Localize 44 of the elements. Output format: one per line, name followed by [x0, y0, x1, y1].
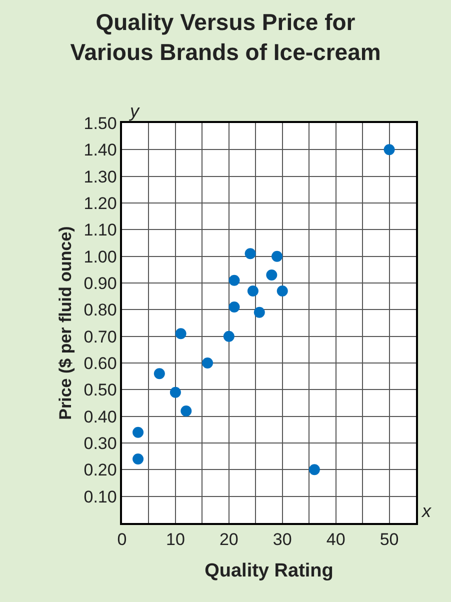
point [223, 330, 234, 342]
x-tick-label: 20 [219, 530, 238, 550]
point [308, 464, 320, 476]
point [132, 454, 144, 464]
point [170, 386, 181, 398]
x-axis-title: Quality Rating [204, 560, 334, 582]
point [175, 328, 186, 340]
point [384, 144, 395, 156]
point [272, 250, 283, 262]
x-tick-label: 30 [272, 530, 292, 550]
point [228, 274, 240, 286]
y-tick-label: 0.20 [84, 460, 117, 480]
point [202, 358, 214, 368]
point [247, 286, 258, 296]
y-tick-label: 0.40 [84, 407, 117, 426]
y-tick-label: 1.10 [84, 220, 117, 240]
x-tick-label: 50 [380, 530, 399, 550]
y-tick-label: 1.20 [84, 194, 117, 213]
point [276, 286, 288, 296]
y-axis-title: Price ($ per fluid ounce) [56, 226, 75, 420]
y-tick-label: 1.40 [84, 140, 117, 160]
text: x [421, 501, 432, 521]
y-tick-label: 1.50 [84, 114, 117, 133]
point [132, 426, 144, 438]
y-tick-label: 1.00 [84, 247, 117, 266]
point [254, 306, 265, 318]
y-tick-label: 0.80 [84, 300, 117, 320]
text: y [128, 101, 140, 121]
x-tick-label: 40 [326, 530, 346, 550]
x-tick-label: 0 [117, 530, 127, 550]
point [266, 270, 278, 280]
y-tick-label: 0.90 [84, 274, 117, 293]
point [228, 302, 240, 312]
y-tick-label: 0.10 [84, 487, 117, 506]
y-tick-label: 0.70 [84, 327, 117, 346]
point [244, 248, 256, 260]
y-tick-label: 0.50 [84, 380, 117, 400]
y-tick-label: 0.30 [84, 434, 117, 453]
y-tick-label: 0.60 [84, 354, 117, 373]
y-tick-label: 1.30 [84, 167, 117, 186]
point [180, 406, 192, 416]
chart-title: Quality Versus Price for Various Brands of Ice-cream [70, 9, 381, 65]
x-tick-label: 10 [166, 530, 185, 550]
point [154, 368, 165, 380]
